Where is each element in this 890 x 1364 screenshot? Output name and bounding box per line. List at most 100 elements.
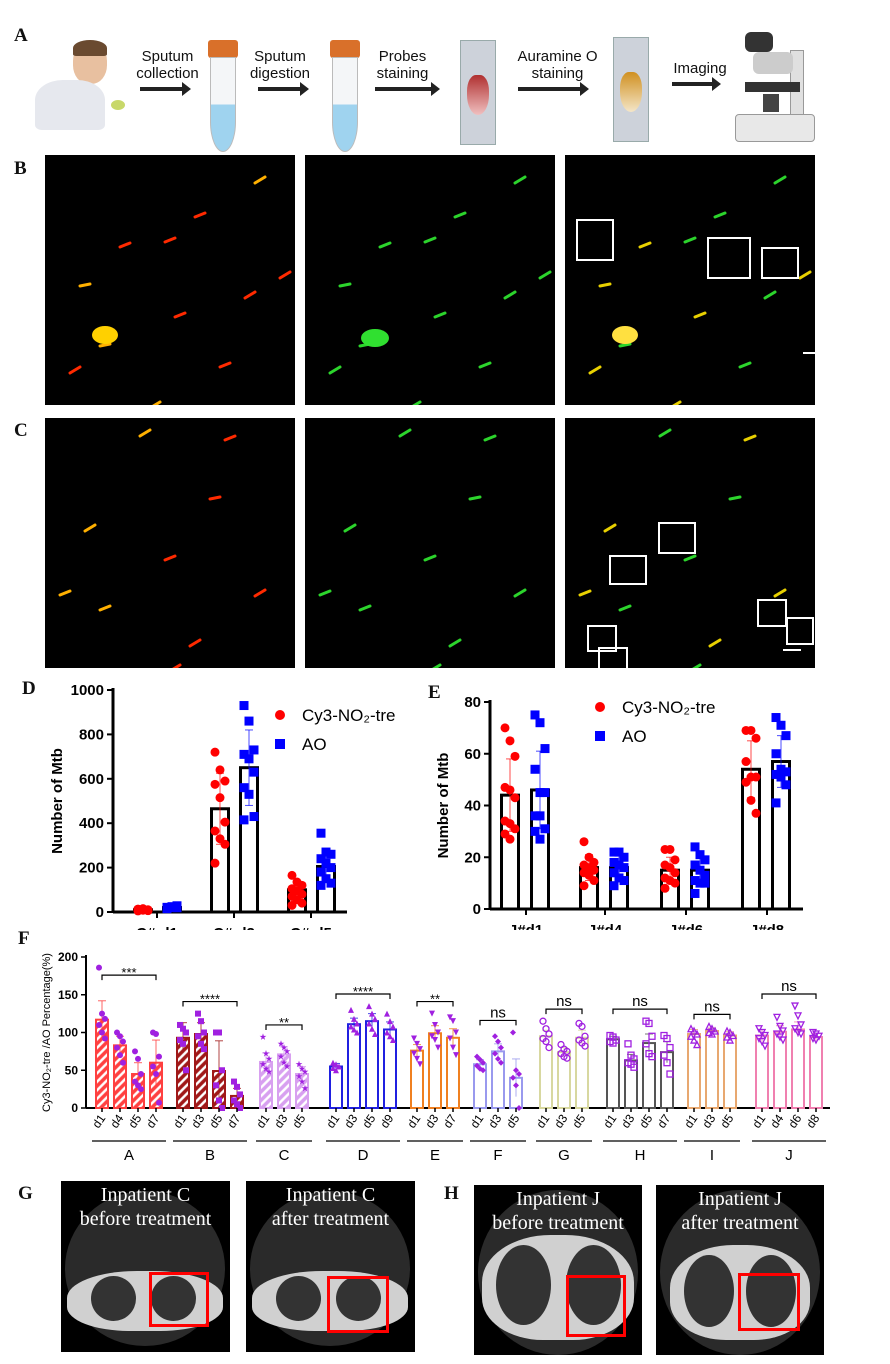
group-label: J [785, 1147, 793, 1164]
bacterium-mark [318, 589, 332, 597]
data-point [474, 1053, 480, 1060]
data-point [372, 1015, 378, 1022]
significance-bracket [479, 1019, 517, 1026]
x-tick-label: d6 [785, 1111, 804, 1130]
x-tick-label: d3 [188, 1111, 207, 1130]
x-tick-label: d5 [125, 1111, 144, 1130]
data-point [239, 749, 249, 759]
legend-label: AO [622, 727, 647, 746]
zoom-highlight-box [576, 219, 614, 261]
data-point [595, 731, 605, 741]
x-tick-label: d3 [551, 1111, 570, 1130]
data-point [167, 902, 177, 912]
data-point [660, 883, 670, 893]
data-point [450, 1018, 456, 1025]
data-point [642, 1040, 650, 1048]
bacterium-mark [448, 638, 462, 648]
panel-label-g: G [18, 1183, 33, 1204]
data-point [790, 1002, 800, 1011]
data-point [237, 1091, 243, 1098]
data-point [609, 881, 619, 891]
group-label: E [430, 1147, 440, 1164]
data-point [102, 1035, 108, 1042]
bacterium-mark [483, 434, 497, 442]
x-tick-label: d1 [323, 1111, 342, 1130]
data-point [156, 1099, 162, 1106]
data-point [366, 1020, 372, 1027]
data-point [177, 1037, 183, 1044]
zoom-highlight-box [761, 247, 799, 279]
data-point [776, 720, 786, 730]
data-point [492, 1033, 498, 1040]
data-point [201, 1046, 207, 1053]
x-tick-label: d5 [717, 1111, 736, 1130]
data-point [234, 1083, 240, 1090]
data-point [390, 1023, 396, 1030]
data-point [477, 1056, 483, 1063]
bacterium-mark [738, 361, 752, 369]
data-point [432, 1021, 438, 1028]
data-point [262, 1050, 270, 1057]
data-point [117, 1052, 123, 1059]
panel-label-h: H [444, 1183, 459, 1204]
data-point [722, 1032, 732, 1041]
significance-bracket [761, 993, 817, 999]
data-point [510, 751, 520, 761]
panel-label-e: E [428, 682, 441, 703]
bacterium-mark [638, 241, 652, 249]
chart-e: 0 20 40 60 80 Number of Mtb J#d1 J#d4 J#d6 J#d8 Cy… [435, 694, 803, 930]
bacterium-mark [78, 282, 92, 288]
data-point [535, 834, 545, 844]
x-tick-label: J#d1 [509, 922, 543, 930]
x-tick-label: d1 [404, 1111, 423, 1130]
data-point [195, 1033, 201, 1040]
data-point [808, 1034, 818, 1043]
chart-f: 0 50 100 150 200 Cy3-NO₂-tre /AO Percentage(%… [41, 950, 830, 1164]
bacterium-mark [683, 554, 697, 562]
data-point [249, 812, 259, 822]
bacterium-mark [83, 523, 97, 533]
data-point [540, 824, 550, 834]
data-point [143, 905, 153, 915]
data-point [619, 876, 629, 886]
bacterium-mark [603, 523, 617, 533]
bacterium-mark [578, 589, 592, 597]
data-point [220, 776, 230, 786]
data-point [220, 839, 230, 849]
ct-title: Inpatient C before treatment [79, 1184, 212, 1230]
significance-bracket [416, 1000, 454, 1007]
significance-bracket [101, 974, 157, 981]
bacterium-mark [253, 175, 267, 185]
data-point [595, 702, 605, 712]
data-point [772, 1013, 782, 1022]
y-tick-label: 200 [58, 950, 78, 964]
data-point [132, 1048, 138, 1055]
step-auramine-staining: Auramine O staining [517, 48, 598, 82]
data-point [301, 1084, 309, 1092]
data-point [619, 863, 629, 873]
data-point [326, 863, 336, 873]
data-point [96, 964, 102, 971]
data-point [417, 1046, 423, 1053]
data-point [275, 710, 285, 720]
x-tick-label: d4 [107, 1111, 126, 1130]
y-tick-label: 400 [79, 815, 104, 832]
bacterium-mark [98, 342, 112, 348]
data-point [120, 1038, 126, 1045]
data-point [316, 867, 326, 877]
data-point [219, 1105, 225, 1111]
bacterium-mark [208, 495, 222, 501]
data-point [239, 783, 249, 793]
bacterium-mark [503, 290, 517, 300]
data-point [231, 1097, 237, 1104]
data-point [725, 1035, 735, 1044]
panel-label-a: A [14, 25, 28, 46]
data-point [670, 855, 680, 865]
x-tick-label: C#-d5 [290, 925, 332, 930]
x-tick-label: d1 [533, 1111, 552, 1130]
data-point [700, 855, 710, 865]
data-point [535, 788, 545, 798]
data-point [453, 1052, 459, 1059]
x-tick-label: d1 [600, 1111, 619, 1130]
data-point [330, 1059, 336, 1066]
